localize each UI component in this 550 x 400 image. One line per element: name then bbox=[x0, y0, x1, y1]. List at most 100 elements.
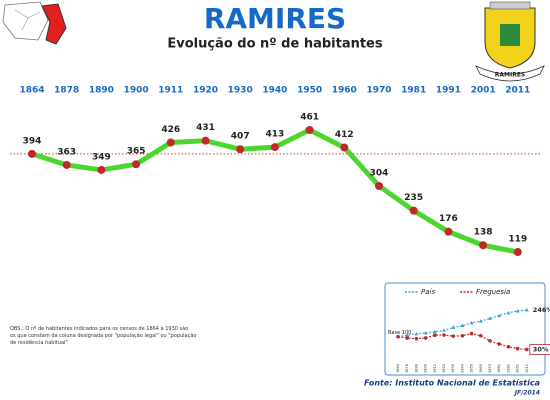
inset-marker bbox=[414, 331, 419, 336]
inset-marker bbox=[460, 323, 465, 328]
marker bbox=[97, 165, 106, 174]
x-tick-label: 2001 bbox=[471, 86, 496, 96]
marker bbox=[444, 227, 453, 236]
inset-x-tick-label: 1890 bbox=[414, 364, 418, 373]
marker bbox=[28, 149, 36, 158]
data-label: 412 bbox=[335, 130, 354, 140]
inset-marker bbox=[442, 328, 446, 332]
marker bbox=[270, 143, 279, 152]
data-label: 413 bbox=[266, 130, 285, 140]
inset-marker bbox=[488, 316, 492, 320]
inset-marker bbox=[515, 309, 520, 313]
inset-x-tick-label: 1970 bbox=[488, 364, 492, 373]
emblem-text: RAMIRES bbox=[495, 72, 526, 79]
inset-marker bbox=[460, 333, 465, 338]
inset-x-tick-label: 1991 bbox=[506, 364, 510, 373]
data-label: 176 bbox=[439, 214, 458, 224]
coat-of-arms: RAMIRES bbox=[475, 1, 545, 82]
inset-marker bbox=[423, 336, 428, 340]
source: Fonte: Instituto Nacional de Estatística bbox=[364, 379, 540, 388]
inset-marker bbox=[524, 307, 529, 312]
annotation: Base 100 bbox=[388, 330, 411, 336]
marker bbox=[479, 241, 488, 250]
inset-marker bbox=[469, 331, 474, 336]
inset-x-tick-label: 1960 bbox=[479, 364, 483, 373]
x-tick-label: 1911 bbox=[158, 86, 183, 96]
legend-label: Freguesia bbox=[476, 288, 510, 296]
credit: JF/2014 bbox=[514, 390, 540, 397]
inset-x-tick-label: 1930 bbox=[451, 364, 455, 373]
inset-marker bbox=[478, 319, 483, 323]
inset-marker bbox=[405, 333, 410, 337]
subtitle: Evolução do nº de habitantes bbox=[167, 37, 383, 52]
data-label: 138 bbox=[474, 228, 493, 238]
inset-x-tick-label: 2011 bbox=[525, 364, 529, 373]
data-label: 394 bbox=[23, 136, 42, 146]
x-tick-label: 1900 bbox=[124, 86, 149, 96]
x-tick-label: 1981 bbox=[401, 86, 426, 96]
x-tick-label: 1864 bbox=[19, 86, 44, 96]
marker bbox=[513, 248, 522, 257]
map-icon bbox=[2, 1, 67, 45]
x-tick-label: 1930 bbox=[228, 86, 253, 96]
inset-marker bbox=[506, 310, 511, 315]
inset-x-tick-label: 1878 bbox=[405, 364, 409, 373]
inset-marker bbox=[405, 336, 410, 340]
inset-marker bbox=[469, 320, 474, 325]
inset-marker bbox=[497, 313, 502, 318]
inset-marker bbox=[451, 334, 456, 338]
data-label: 363 bbox=[57, 147, 76, 157]
x-tick-label: 1950 bbox=[297, 86, 322, 96]
inset-x-tick-label: 2001 bbox=[516, 364, 520, 373]
data-label: 235 bbox=[404, 193, 423, 203]
inset-x-tick-label: 1981 bbox=[497, 364, 501, 373]
data-label: 426 bbox=[161, 125, 180, 135]
x-tick-label: 1960 bbox=[332, 86, 357, 96]
data-label: 304 bbox=[370, 169, 389, 179]
inset-line bbox=[397, 332, 527, 351]
inset-marker bbox=[396, 334, 400, 339]
inset-marker bbox=[506, 344, 511, 349]
inset-line bbox=[397, 309, 527, 338]
marker bbox=[375, 182, 383, 191]
x-tick-label: 1991 bbox=[436, 86, 461, 96]
data-label: 461 bbox=[300, 112, 319, 122]
marker bbox=[201, 136, 210, 145]
marker bbox=[340, 143, 349, 152]
x-tick-label: 1920 bbox=[193, 86, 218, 96]
data-label: 365 bbox=[127, 147, 146, 157]
inset-marker bbox=[515, 346, 520, 351]
inset-marker bbox=[451, 325, 456, 329]
x-tick-label: 2011 bbox=[505, 86, 530, 96]
end-label: 246% bbox=[533, 306, 550, 314]
title: RAMIRES bbox=[204, 2, 346, 35]
marker bbox=[62, 160, 71, 169]
inset-x-tick-label: 1940 bbox=[460, 364, 464, 373]
inset-marker bbox=[433, 333, 437, 338]
inset-x-tick-label: 1920 bbox=[442, 364, 446, 373]
inset-marker bbox=[479, 333, 483, 338]
inset-x-tick-label: 1950 bbox=[470, 364, 474, 373]
note: OBS.: O nº de habitantes indicados para … bbox=[10, 326, 197, 346]
data-label: 119 bbox=[508, 235, 527, 245]
marker bbox=[305, 125, 314, 134]
data-label: 431 bbox=[196, 123, 215, 133]
inset-frame bbox=[384, 282, 546, 376]
marker bbox=[236, 145, 245, 154]
marker bbox=[409, 206, 418, 215]
data-label: 349 bbox=[92, 152, 111, 162]
inset-marker bbox=[423, 331, 428, 335]
inset-x-tick-label: 1911 bbox=[433, 364, 437, 373]
inset-marker bbox=[442, 333, 446, 337]
x-tick-label: 1890 bbox=[89, 86, 114, 96]
inset-marker bbox=[432, 329, 437, 334]
inset-marker bbox=[414, 336, 419, 341]
inset-x-tick-label: 1864 bbox=[396, 363, 400, 373]
marker bbox=[166, 138, 175, 147]
data-label: 407 bbox=[231, 132, 250, 142]
inset-marker bbox=[497, 342, 502, 346]
inset-x-tick-label: 1900 bbox=[424, 364, 428, 373]
marker bbox=[132, 160, 141, 169]
end-label: 30% bbox=[533, 346, 549, 354]
